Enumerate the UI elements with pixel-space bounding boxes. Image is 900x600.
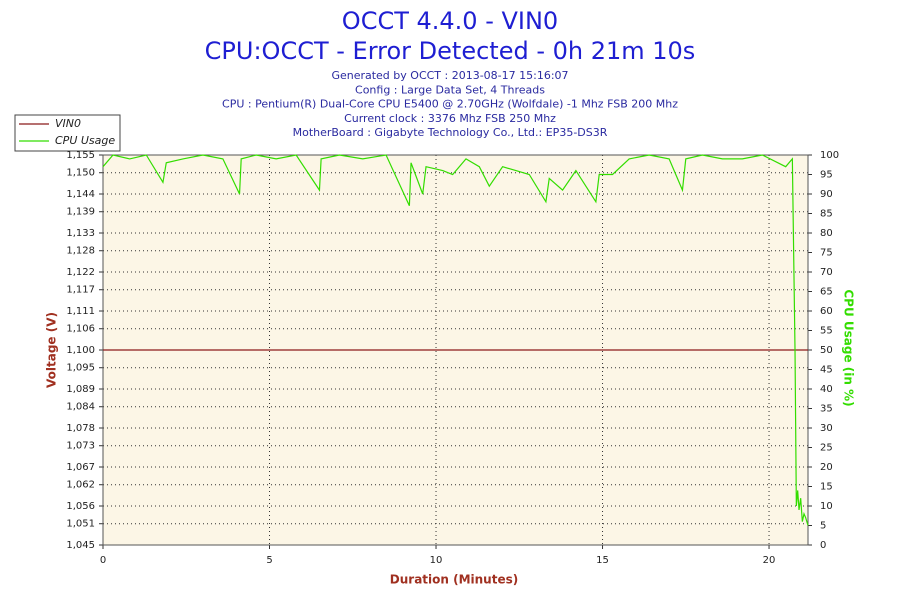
y-tick-label: 1,051 <box>66 519 95 530</box>
y-tick-label: 1,078 <box>66 423 95 434</box>
y2-tick-label: 35 <box>820 404 833 415</box>
y2-tick-label: 60 <box>820 306 833 317</box>
y-tick-label: 1,144 <box>66 189 95 200</box>
y2-tick-label: 85 <box>820 209 833 220</box>
legend-box <box>14 114 121 152</box>
info-line: Generated by OCCT : 2013-08-17 15:16:07 <box>331 69 568 82</box>
info-line: Current clock : 3376 Mhz FSB 250 Mhz <box>344 112 556 125</box>
y2-tick-label: 65 <box>820 287 833 298</box>
chart-subtitle: CPU:OCCT - Error Detected - 0h 21m 10s <box>205 37 696 65</box>
y-tick-label: 1,084 <box>66 402 95 413</box>
y-tick-label: 1,122 <box>66 267 95 278</box>
info-line: Config : Large Data Set, 4 Threads <box>355 83 545 96</box>
y2-tick-label: 40 <box>820 384 833 395</box>
y2-tick-label: 20 <box>820 462 833 473</box>
y-tick-label: 1,095 <box>66 363 95 374</box>
y2-tick-label: 5 <box>820 521 826 532</box>
y-tick-label: 1,106 <box>66 324 95 335</box>
y-axis-label: Voltage (V) <box>45 312 59 388</box>
y-tick-label: 1,045 <box>66 540 95 551</box>
y2-tick-label: 80 <box>820 228 833 239</box>
y-tick-label: 1,133 <box>66 228 95 239</box>
y2-tick-label: 90 <box>820 189 833 200</box>
x-tick-label: 0 <box>100 555 106 566</box>
y-tick-label: 1,111 <box>66 306 95 317</box>
x-tick-label: 15 <box>596 555 609 566</box>
y-tick-label: 1,067 <box>66 462 95 473</box>
y-tick-label: 1,056 <box>66 501 95 512</box>
y2-tick-label: 10 <box>820 501 833 512</box>
y2-axis-label: CPU Usage (in %) <box>842 289 856 406</box>
y2-tick-label: 55 <box>820 326 833 337</box>
x-axis-label: Duration (Minutes) <box>390 573 518 587</box>
y-tick-label: 1,128 <box>66 246 95 257</box>
y2-tick-label: 25 <box>820 443 833 454</box>
y2-tick-label: 0 <box>820 540 826 551</box>
chart-title: OCCT 4.4.0 - VIN0 <box>342 7 558 35</box>
y-tick-label: 1,089 <box>66 384 95 395</box>
y-tick-label: 1,117 <box>66 285 95 296</box>
legend-label: CPU Usage <box>55 134 115 147</box>
y-tick-label: 1,073 <box>66 441 95 452</box>
y-tick-label: 1,155 <box>66 150 95 161</box>
y2-tick-label: 45 <box>820 365 833 376</box>
info-line: CPU : Pentium(R) Dual-Core CPU E5400 @ 2… <box>222 98 678 111</box>
y2-tick-label: 75 <box>820 248 833 259</box>
y2-tick-label: 100 <box>820 150 839 161</box>
y2-tick-label: 30 <box>820 423 833 434</box>
series-line <box>102 154 809 526</box>
y-tick-label: 1,150 <box>66 168 95 179</box>
y-tick-label: 1,139 <box>66 207 95 218</box>
y-tick-label: 1,062 <box>66 480 95 491</box>
info-line: MotherBoard : Gigabyte Technology Co., L… <box>293 126 608 139</box>
x-tick-label: 20 <box>763 555 776 566</box>
x-tick-label: 10 <box>430 555 443 566</box>
y2-tick-label: 15 <box>820 482 833 493</box>
y2-tick-label: 50 <box>820 345 833 356</box>
x-tick-label: 5 <box>266 555 272 566</box>
y2-tick-label: 70 <box>820 267 833 278</box>
y2-tick-label: 95 <box>820 170 833 181</box>
y-tick-label: 1,100 <box>66 345 95 356</box>
legend-label: VIN0 <box>55 117 81 130</box>
